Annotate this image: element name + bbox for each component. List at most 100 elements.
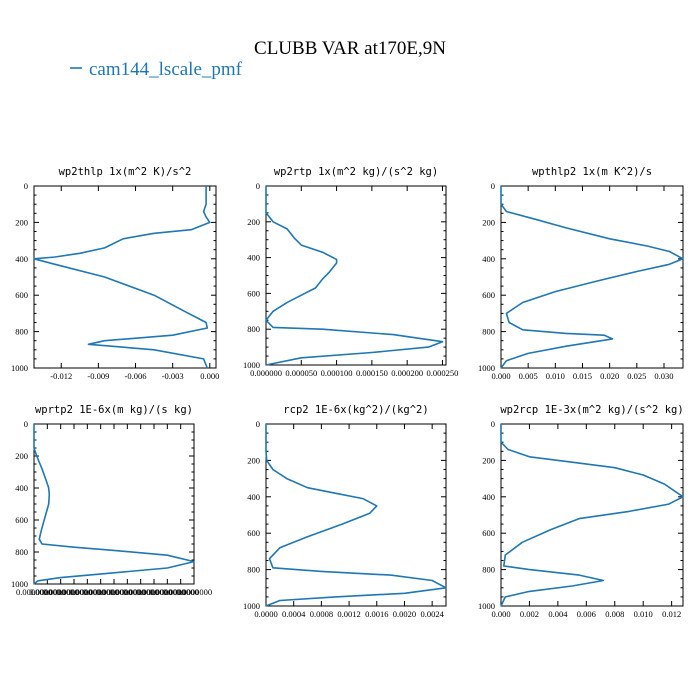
x-tick-label: 0.000200: [391, 368, 423, 378]
figure-title: CLUBB VAR at170E,9N: [254, 38, 446, 59]
y-tick-label: 200: [482, 455, 495, 465]
x-tick-label: 0.0000000: [136, 587, 172, 597]
x-tick-label: 0.015: [573, 371, 592, 381]
x-tick-label: 0.025: [627, 371, 646, 381]
x-tick-label: 0.0000000: [176, 587, 212, 597]
x-tick-label: 0.0008: [310, 609, 333, 619]
x-tick-label: 0.000100: [321, 368, 353, 378]
x-tick-label: 0.0024: [420, 609, 444, 619]
x-tick-label: 0.0000000: [83, 587, 119, 597]
panel-title: wp2rcp 1E-3x(m^2 kg)/(s^2 kg): [500, 404, 683, 416]
x-tick-label: -0.003: [162, 371, 184, 381]
x-tick-label: 0.0000000: [16, 587, 52, 597]
y-tick-label: 1000: [243, 601, 260, 611]
series-line-1: [33, 186, 211, 369]
x-tick-label: 0.000250: [427, 368, 459, 378]
y-tick-label: 600: [247, 528, 260, 538]
y-tick-label: 0: [491, 181, 495, 191]
x-tick-label: 0.0000000: [29, 587, 65, 597]
x-tick-label: 0.0000000: [149, 587, 185, 597]
x-tick-label: 0.0000000: [123, 587, 159, 597]
y-tick-label: 200: [247, 217, 260, 227]
x-tick-label: 0.010: [634, 609, 653, 619]
x-tick-label: 0.006: [577, 609, 596, 619]
y-tick-label: 1000: [478, 601, 495, 611]
x-tick-label: 0.002: [520, 609, 539, 619]
plot-frame: [33, 423, 195, 585]
y-tick-label: 600: [482, 528, 495, 538]
x-tick-label: 0.000: [200, 371, 219, 381]
x-tick-label: 0.0000000: [109, 587, 145, 597]
panel-title: wprtp2 1E-6x(m kg)/(s kg): [35, 404, 193, 416]
panel-title: wpthlp2 1x(m K^2)/s: [532, 166, 652, 178]
panel-title: wp2rtp 1x(m^2 kg)/(s^2 kg): [274, 166, 438, 178]
y-tick-label: 600: [247, 288, 260, 298]
y-tick-label: 200: [15, 451, 28, 461]
panel-4: wprtp2 1E-6x(m kg)/(s kg) 0 200 400 600 800 10…: [11, 404, 212, 597]
panels-group: wp2thlp 1x(m^2 K)/s^2 0 200 400 600 800 1000 -0…: [11, 166, 684, 619]
y-tick-label: 1000: [478, 363, 495, 373]
y-tick-label: 1000: [243, 360, 260, 370]
panel-3: wpthlp2 1x(m K^2)/s020040060080010000.00…: [478, 166, 684, 381]
y-tick-label: 600: [15, 290, 28, 300]
panel-title: rcp2 1E-6x(kg^2)/(kg^2): [283, 404, 428, 416]
y-tick-label: 400: [247, 253, 260, 263]
y-tick-label: 0: [256, 419, 260, 429]
series-line-4: [33, 424, 195, 585]
x-tick-label: -0.006: [125, 371, 147, 381]
y-tick-label: 200: [247, 455, 260, 465]
y-tick-label: 0: [256, 181, 260, 191]
x-tick-label: 0.000050: [285, 368, 317, 378]
x-tick-label: 0.0020: [393, 609, 416, 619]
plot-frame: [500, 185, 684, 369]
y-tick-label: 200: [482, 217, 495, 227]
x-tick-label: -0.009: [87, 371, 109, 381]
y-tick-label: 800: [482, 327, 495, 337]
y-tick-label: 0: [24, 181, 28, 191]
y-tick-label: 1000: [11, 579, 28, 589]
x-tick-label: 0.0000000: [69, 587, 105, 597]
y-tick-label: 1000: [11, 363, 28, 373]
y-tick-label: 0: [491, 419, 495, 429]
y-tick-label: 400: [482, 492, 495, 502]
y-tick-label: 400: [482, 254, 495, 264]
plot-frame: [33, 185, 217, 369]
y-tick-label: 400: [15, 254, 28, 264]
y-tick-label: 800: [247, 324, 260, 334]
panel-5: rcp2 1E-6x(kg^2)/(kg^2) 0 200 400 600 800 1000…: [243, 404, 447, 619]
series-line-5: [265, 424, 447, 607]
x-tick-label: 0.0000: [254, 609, 277, 619]
x-tick-label: 0.000: [491, 371, 510, 381]
x-tick-label: 0.0000000: [56, 587, 92, 597]
x-tick-label: 0.004: [548, 609, 568, 619]
x-tick-label: 0.0000000: [43, 587, 79, 597]
y-tick-label: 400: [15, 483, 28, 493]
x-tick-label: 0.0000000: [163, 587, 199, 597]
panel-1: wp2thlp 1x(m^2 K)/s^2 0 200 400 600 800 1000 -0…: [11, 166, 219, 381]
panel-title: wp2thlp 1x(m^2 K)/s^2: [59, 166, 192, 178]
x-tick-label: 0.020: [600, 371, 619, 381]
y-tick-label: 200: [15, 217, 28, 227]
y-tick-label: 600: [15, 515, 28, 525]
panel-2: wp2rtp 1x(m^2 kg)/(s^2 kg) 0 200 400 600 800 1…: [243, 166, 458, 378]
panel-6: wp2rcp 1E-3x(m^2 kg)/(s^2 kg) 0 200 400 600 8…: [478, 404, 684, 619]
x-tick-label: 0.030: [654, 371, 673, 381]
series-line-6: [500, 424, 684, 607]
x-tick-label: 0.0000000: [96, 587, 132, 597]
legend-label: cam144_lscale_pmf: [89, 59, 243, 80]
x-tick-label: -0.012: [50, 371, 72, 381]
x-tick-label: 0.0004: [282, 609, 306, 619]
y-tick-label: 800: [15, 547, 28, 557]
x-tick-label: 0.010: [546, 371, 565, 381]
x-tick-label: 0.000150: [356, 368, 388, 378]
y-tick-label: 800: [247, 565, 260, 575]
x-tick-label: 0.0012: [337, 609, 360, 619]
x-tick-label: 0.000000: [250, 368, 282, 378]
x-tick-label: 0.0016: [365, 609, 388, 619]
y-tick-label: 400: [247, 492, 260, 502]
series-line-2: [265, 186, 444, 366]
y-tick-label: 800: [15, 327, 28, 337]
y-tick-label: 800: [482, 565, 495, 575]
x-tick-label: 0.000: [491, 609, 510, 619]
